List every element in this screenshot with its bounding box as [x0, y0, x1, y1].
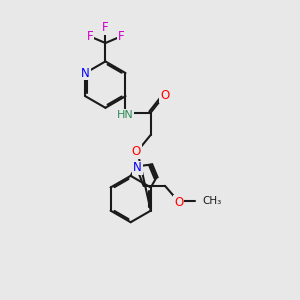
Text: F: F	[118, 30, 124, 43]
Text: HN: HN	[116, 110, 133, 120]
Text: F: F	[102, 21, 109, 34]
Text: CH₃: CH₃	[202, 196, 221, 206]
Text: N: N	[81, 67, 90, 80]
Text: F: F	[87, 30, 93, 43]
Text: O: O	[160, 89, 169, 102]
Text: O: O	[132, 145, 141, 158]
Text: O: O	[174, 196, 184, 209]
Text: N: N	[133, 161, 142, 175]
